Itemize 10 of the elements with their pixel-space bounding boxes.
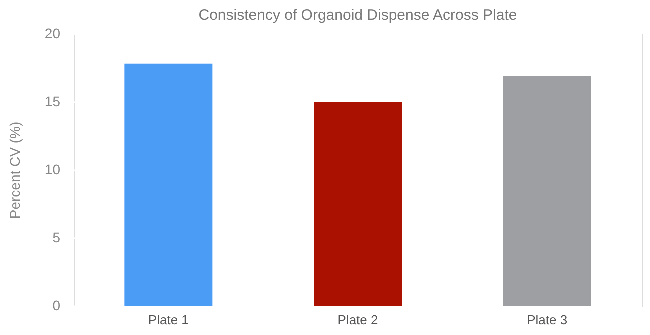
y-tick-label: 15 bbox=[44, 94, 61, 110]
y-tick-label: 5 bbox=[52, 230, 61, 246]
x-tick-label: Plate 3 bbox=[527, 312, 568, 328]
chart-title: Consistency of Organoid Dispense Across Plate bbox=[198, 7, 518, 24]
x-tick-label: Plate 1 bbox=[148, 312, 189, 328]
y-tick-label: 10 bbox=[44, 162, 61, 178]
x-tick-label: Plate 2 bbox=[338, 312, 378, 328]
y-tick-label: 20 bbox=[44, 26, 61, 42]
y-tick-label: 0 bbox=[52, 298, 61, 314]
y-axis-title: Percent CV (%) bbox=[6, 122, 23, 220]
